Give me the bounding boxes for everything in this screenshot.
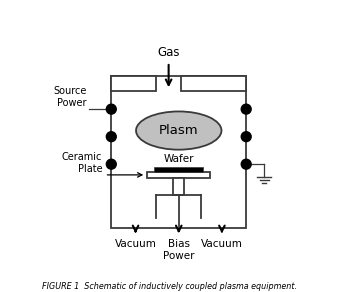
Circle shape [106, 104, 116, 114]
Bar [147, 171, 210, 178]
Text: Vacuum: Vacuum [201, 239, 243, 249]
Circle shape [106, 132, 116, 142]
Text: Bias
Power: Bias Power [163, 239, 194, 261]
Circle shape [106, 159, 116, 169]
Bar [181, 76, 246, 91]
Text: Gas: Gas [157, 46, 180, 59]
Text: Vacuum: Vacuum [115, 239, 156, 249]
Circle shape [241, 104, 251, 114]
Text: FIGURE 1  Schematic of inductively coupled plasma equipment.: FIGURE 1 Schematic of inductively couple… [42, 281, 298, 291]
Text: Source
Power: Source Power [53, 86, 87, 108]
Bar [173, 178, 184, 195]
Text: Ceramic
Plate: Ceramic Plate [62, 152, 102, 174]
Circle shape [241, 132, 251, 142]
Bar [111, 76, 246, 228]
Text: Plasm: Plasm [159, 124, 199, 137]
Ellipse shape [136, 112, 221, 150]
Text: Wafer: Wafer [164, 154, 194, 164]
Bar [111, 76, 156, 91]
Circle shape [241, 159, 251, 169]
Bar [154, 167, 203, 171]
